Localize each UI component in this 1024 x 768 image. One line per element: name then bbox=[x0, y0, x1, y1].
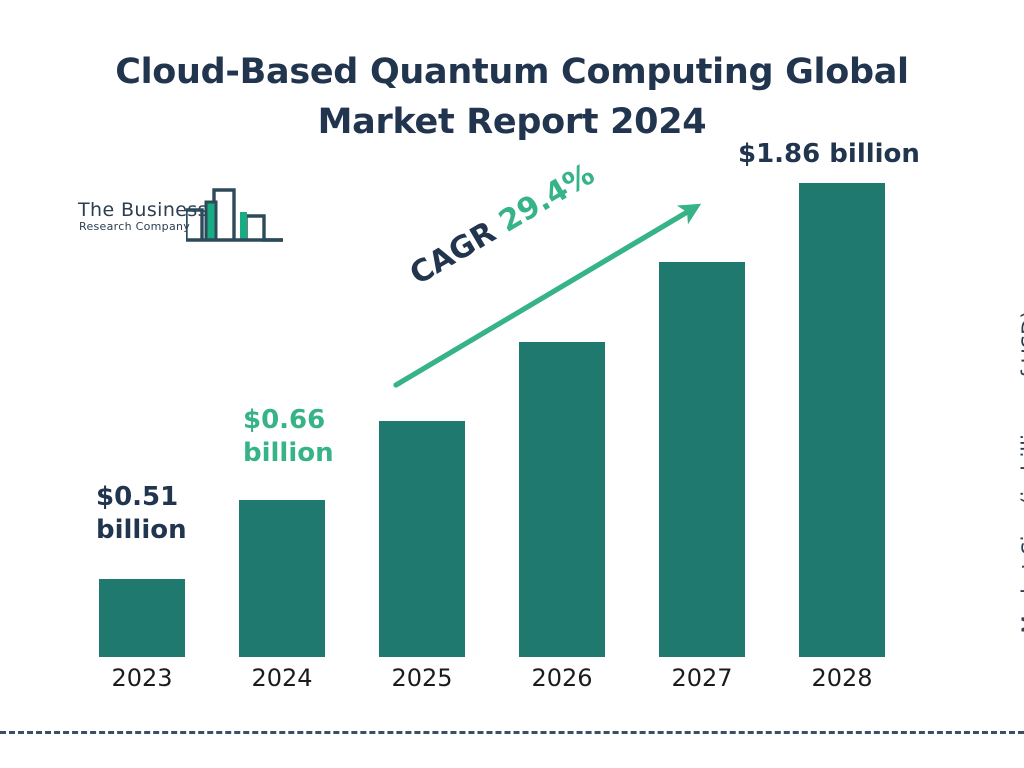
xtick-2026: 2026 bbox=[531, 664, 593, 692]
value-label-2023: $0.51 billion bbox=[96, 482, 187, 546]
xtick-2024: 2024 bbox=[251, 664, 313, 692]
bar-2025 bbox=[379, 421, 465, 657]
page-title: Cloud-Based Quantum Computing Global Mar… bbox=[0, 48, 1024, 147]
xtick-2025: 2025 bbox=[391, 664, 453, 692]
xtick-2027: 2027 bbox=[671, 664, 733, 692]
bar-2024 bbox=[239, 500, 325, 657]
y-axis-title: Market Size (in billions of USD) bbox=[1018, 310, 1024, 634]
logo-wordmark: The Business Research Company bbox=[78, 200, 208, 234]
bar-2026 bbox=[519, 342, 605, 657]
logo-line-2: Research Company bbox=[79, 220, 191, 233]
title-line-1: Cloud-Based Quantum Computing Global bbox=[115, 52, 909, 92]
xtick-2023: 2023 bbox=[111, 664, 173, 692]
title-line-2: Market Report 2024 bbox=[317, 101, 707, 142]
xtick-2028: 2028 bbox=[811, 664, 873, 692]
footer-divider bbox=[0, 731, 1024, 734]
bar-2023 bbox=[99, 579, 185, 657]
bar-2027 bbox=[659, 262, 745, 657]
bar-chart-logo-mark bbox=[186, 188, 283, 242]
logo-line-1: The Business bbox=[78, 199, 208, 221]
company-logo: The Business Research Company bbox=[78, 186, 283, 256]
value-label-2024: $0.66 billion bbox=[243, 405, 334, 469]
value-label-2028: $1.86 billion bbox=[738, 139, 920, 169]
bar-2028 bbox=[799, 183, 885, 657]
